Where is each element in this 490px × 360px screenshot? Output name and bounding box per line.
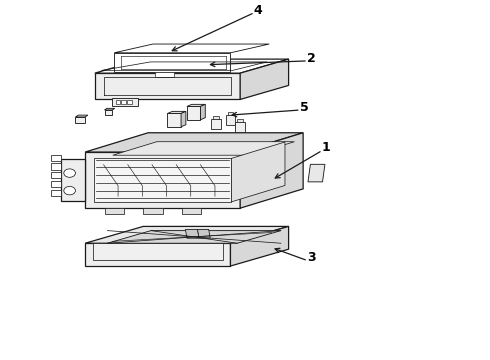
Polygon shape <box>240 59 289 99</box>
Polygon shape <box>85 226 289 243</box>
Polygon shape <box>143 208 163 215</box>
Circle shape <box>64 186 75 195</box>
Polygon shape <box>51 172 61 178</box>
Circle shape <box>64 169 75 177</box>
Polygon shape <box>95 73 240 99</box>
Polygon shape <box>185 229 199 238</box>
Polygon shape <box>240 133 303 208</box>
Text: 1: 1 <box>322 141 331 154</box>
Polygon shape <box>182 208 201 215</box>
Polygon shape <box>85 243 230 266</box>
Polygon shape <box>93 243 223 260</box>
Text: 5: 5 <box>300 101 309 114</box>
Polygon shape <box>104 108 115 110</box>
Polygon shape <box>231 142 285 202</box>
Polygon shape <box>116 100 121 104</box>
Polygon shape <box>197 229 210 238</box>
Polygon shape <box>85 152 240 208</box>
Polygon shape <box>235 122 245 132</box>
Polygon shape <box>113 142 294 155</box>
Polygon shape <box>308 164 325 182</box>
Polygon shape <box>51 154 61 161</box>
Polygon shape <box>187 107 200 120</box>
Text: 3: 3 <box>308 252 316 265</box>
Polygon shape <box>112 98 138 106</box>
Polygon shape <box>155 72 174 77</box>
Polygon shape <box>168 111 186 113</box>
Polygon shape <box>237 120 243 122</box>
Polygon shape <box>230 226 289 266</box>
Polygon shape <box>51 181 61 187</box>
Polygon shape <box>211 119 221 129</box>
Polygon shape <box>61 159 85 201</box>
Polygon shape <box>225 115 235 125</box>
Polygon shape <box>75 117 85 123</box>
Polygon shape <box>227 112 233 115</box>
Polygon shape <box>94 158 231 202</box>
Polygon shape <box>187 104 205 107</box>
Polygon shape <box>114 44 269 53</box>
Polygon shape <box>213 116 219 119</box>
Text: 2: 2 <box>308 52 316 65</box>
Polygon shape <box>75 115 88 117</box>
Text: 4: 4 <box>254 4 263 17</box>
Polygon shape <box>114 53 230 72</box>
Polygon shape <box>104 110 112 115</box>
Polygon shape <box>127 100 132 104</box>
Polygon shape <box>168 113 181 127</box>
Polygon shape <box>51 190 61 196</box>
Polygon shape <box>104 208 124 215</box>
Polygon shape <box>181 111 186 127</box>
Polygon shape <box>107 231 281 243</box>
Polygon shape <box>85 133 303 152</box>
Polygon shape <box>122 100 126 104</box>
Polygon shape <box>51 163 61 170</box>
Polygon shape <box>95 59 289 73</box>
Polygon shape <box>200 104 205 120</box>
